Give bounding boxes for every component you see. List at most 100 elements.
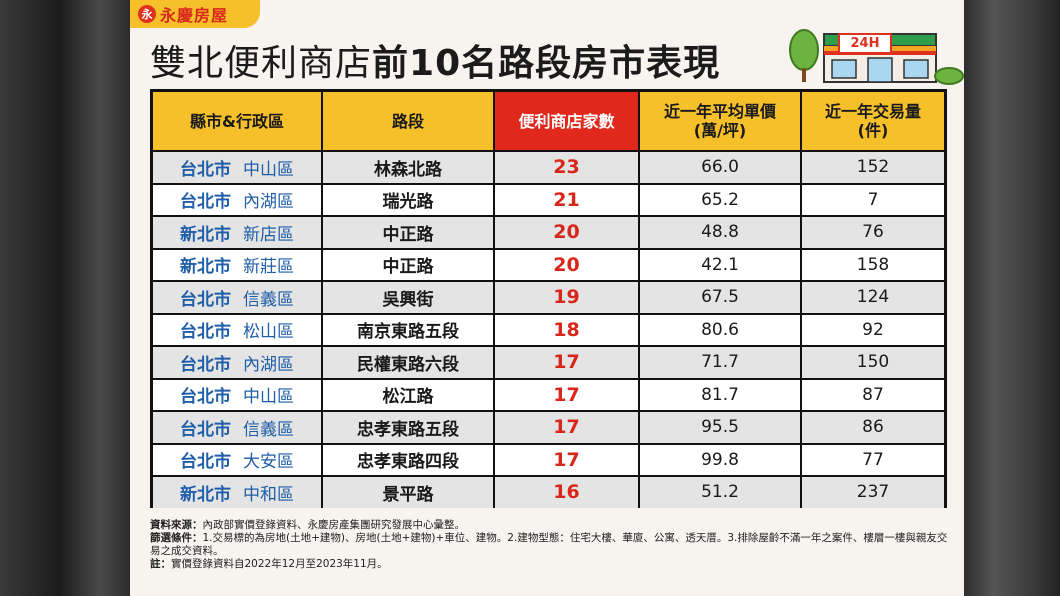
table-row: 台北市 中山區 林森北路 23 66.0 152 [153, 150, 944, 183]
page-title-part2: 前10名路段房市表現 [372, 43, 721, 84]
cell-avg-price: 51.2 [640, 477, 802, 508]
cell-store-count: 19 [495, 282, 640, 313]
footnotes: 資料來源：內政部實價登錄資料、永慶房產集團研究發展中心彙整。 篩選條件：1.交易… [150, 519, 950, 571]
cell-city: 台北市 [180, 354, 231, 375]
cell-avg-price: 71.7 [640, 347, 802, 378]
cell-store-count: 21 [495, 184, 640, 215]
cell-area: 新北市 新莊區 [153, 249, 323, 280]
cell-road: 忠孝東路五段 [323, 412, 495, 443]
header-avg-price: 近一年平均單價 (萬/坪) [640, 92, 802, 150]
cell-store-count: 17 [495, 444, 640, 475]
header-area: 縣市&行政區 [153, 92, 323, 150]
table-row: 新北市 新店區 中正路 20 48.8 76 [153, 215, 944, 248]
cell-avg-price: 95.5 [640, 412, 802, 443]
table-row: 台北市 大安區 忠孝東路四段 17 99.8 77 [153, 442, 944, 475]
brand-logo-text: 永慶房屋 [160, 6, 229, 25]
cell-avg-price: 81.7 [640, 379, 802, 410]
page-title: 雙北便利商店前10名路段房市表現 [150, 34, 720, 86]
cell-district: 中和區 [243, 484, 294, 505]
cell-avg-price: 67.5 [640, 282, 802, 313]
cell-store-count: 17 [495, 379, 640, 410]
cell-area: 台北市 大安區 [153, 444, 323, 475]
table-row: 台北市 信義區 忠孝東路五段 17 95.5 86 [153, 410, 944, 443]
cell-road: 松江路 [323, 379, 495, 410]
brand-logo: 永 永慶房屋 [130, 0, 260, 28]
cell-road: 吳興街 [323, 282, 495, 313]
cell-area: 台北市 中山區 [153, 379, 323, 410]
cell-city: 台北市 [180, 452, 231, 473]
cell-district: 新店區 [243, 224, 294, 245]
cell-area: 台北市 信義區 [153, 412, 323, 443]
cell-city: 新北市 [180, 484, 231, 505]
cell-avg-price: 48.8 [640, 217, 802, 248]
cell-road: 中正路 [323, 249, 495, 280]
cell-store-count: 23 [495, 152, 640, 183]
header-volume: 近一年交易量 (件) [802, 92, 944, 150]
data-table: 縣市&行政區 路段 便利商店家數 近一年平均單價 (萬/坪) 近一年交易量 (件… [150, 89, 947, 508]
cell-volume: 152 [802, 152, 944, 183]
cell-volume: 7 [802, 184, 944, 215]
cell-city: 新北市 [180, 224, 231, 245]
cell-store-count: 20 [495, 217, 640, 248]
cell-store-count: 16 [495, 477, 640, 508]
cell-avg-price: 66.0 [640, 152, 802, 183]
cell-avg-price: 99.8 [640, 444, 802, 475]
cell-volume: 76 [802, 217, 944, 248]
cell-road: 林森北路 [323, 152, 495, 183]
cell-area: 新北市 中和區 [153, 477, 323, 508]
note-source: 資料來源：內政部實價登錄資料、永慶房產集團研究發展中心彙整。 [150, 519, 465, 531]
cell-road: 瑞光路 [323, 184, 495, 215]
table-row: 台北市 中山區 松江路 17 81.7 87 [153, 377, 944, 410]
table-row: 新北市 新莊區 中正路 20 42.1 158 [153, 247, 944, 280]
cell-district: 信義區 [243, 289, 294, 310]
brand-logo-icon: 永 [138, 5, 156, 23]
cell-city: 台北市 [180, 419, 231, 440]
cell-district: 松山區 [243, 322, 294, 343]
cell-city: 台北市 [180, 387, 231, 408]
table-row: 台北市 信義區 吳興街 19 67.5 124 [153, 280, 944, 313]
convenience-store-icon [789, 29, 964, 85]
cell-store-count: 20 [495, 249, 640, 280]
cell-road: 景平路 [323, 477, 495, 508]
cell-volume: 124 [802, 282, 944, 313]
cell-road: 南京東路五段 [323, 314, 495, 345]
cell-volume: 86 [802, 412, 944, 443]
cell-district: 內湖區 [243, 192, 294, 213]
cell-avg-price: 42.1 [640, 249, 802, 280]
cell-volume: 150 [802, 347, 944, 378]
header-store-count: 便利商店家數 [495, 92, 640, 150]
cell-store-count: 17 [495, 347, 640, 378]
cell-area: 台北市 松山區 [153, 314, 323, 345]
header-road: 路段 [323, 92, 495, 150]
table-row: 台北市 松山區 南京東路五段 18 80.6 92 [153, 312, 944, 345]
cell-volume: 92 [802, 314, 944, 345]
cell-store-count: 18 [495, 314, 640, 345]
cell-district: 新莊區 [243, 257, 294, 278]
cell-city: 台北市 [180, 192, 231, 213]
cell-volume: 237 [802, 477, 944, 508]
page-title-part1: 雙北便利商店 [150, 43, 373, 84]
cell-city: 台北市 [180, 322, 231, 343]
cell-district: 大安區 [243, 452, 294, 473]
cell-district: 中山區 [243, 159, 294, 180]
cell-district: 內湖區 [243, 354, 294, 375]
cell-avg-price: 65.2 [640, 184, 802, 215]
cell-volume: 158 [802, 249, 944, 280]
cell-road: 忠孝東路四段 [323, 444, 495, 475]
cell-city: 台北市 [180, 159, 231, 180]
table-row: 台北市 內湖區 瑞光路 21 65.2 7 [153, 182, 944, 215]
table-row: 台北市 內湖區 民權東路六段 17 71.7 150 [153, 345, 944, 378]
note-filter: 篩選條件：1.交易標的為房地(土地+建物)、房地(土地+建物)+車位、建物。2.… [150, 532, 948, 557]
cell-volume: 77 [802, 444, 944, 475]
cell-area: 台北市 信義區 [153, 282, 323, 313]
cell-road: 民權東路六段 [323, 347, 495, 378]
cell-store-count: 17 [495, 412, 640, 443]
cell-area: 台北市 內湖區 [153, 184, 323, 215]
cell-road: 中正路 [323, 217, 495, 248]
cell-area: 台北市 內湖區 [153, 347, 323, 378]
infographic-card: 永 永慶房屋 雙北便利商店前10名路段房市表現 24H 縣市&行政區 路段 便利… [130, 0, 964, 596]
cell-avg-price: 80.6 [640, 314, 802, 345]
cell-district: 中山區 [243, 387, 294, 408]
table-row: 新北市 中和區 景平路 16 51.2 237 [153, 475, 944, 508]
cell-city: 新北市 [180, 257, 231, 278]
